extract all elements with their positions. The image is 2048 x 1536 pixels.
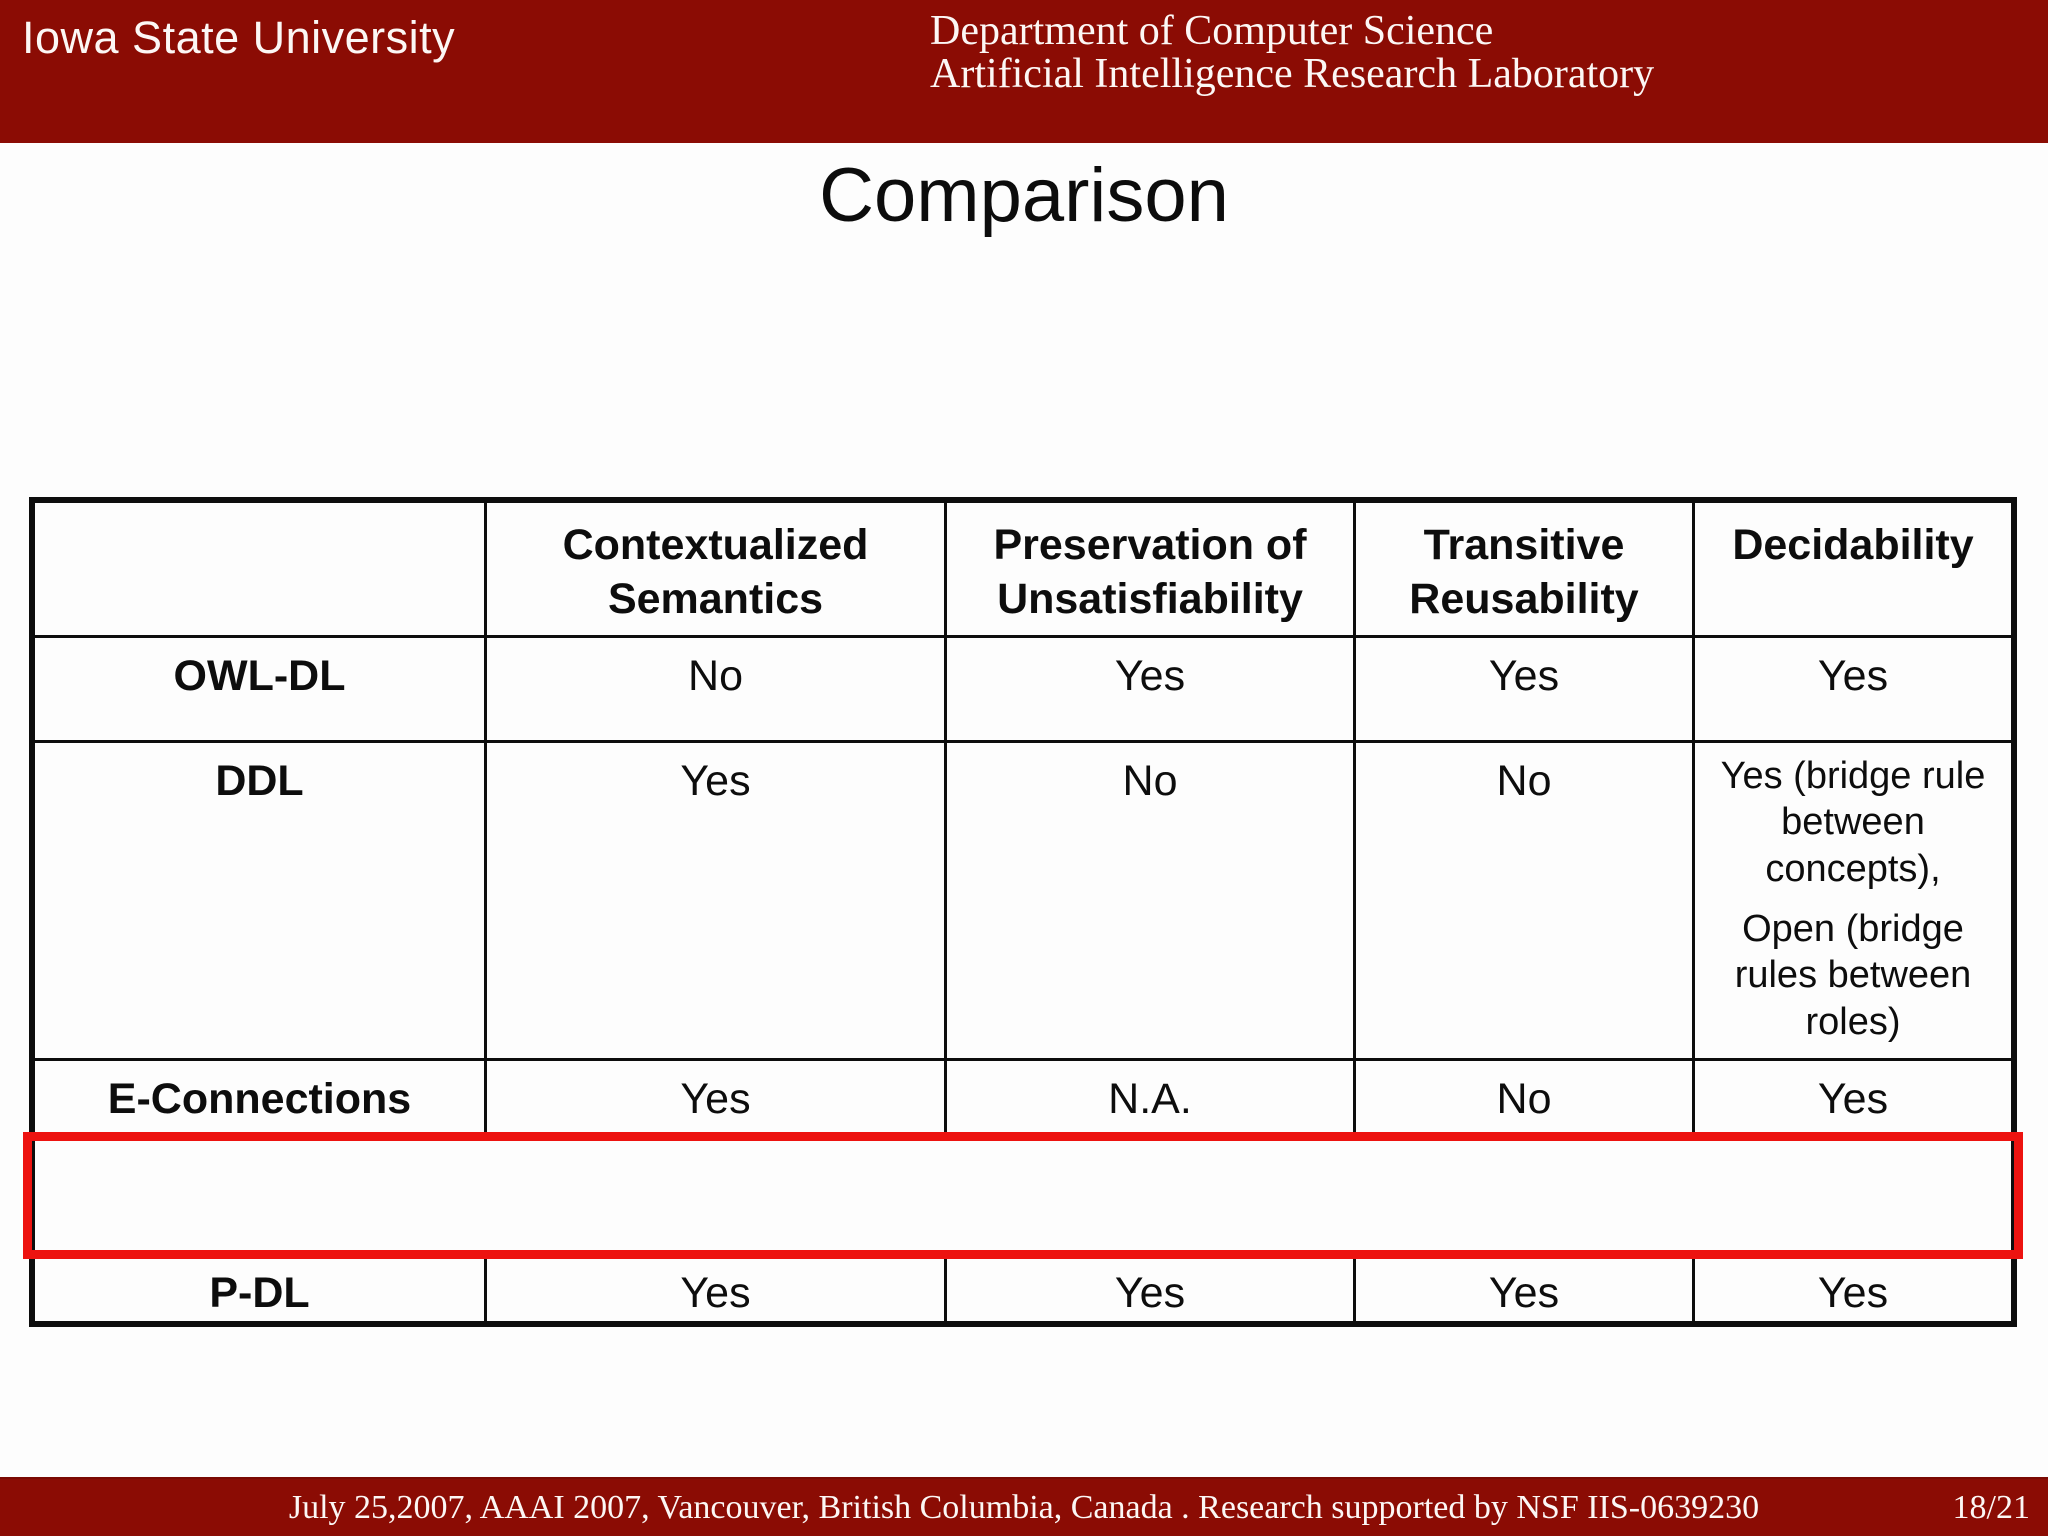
row-label-e-connections: E-Connections [35, 1061, 487, 1138]
cell-ddl-contextualized-semantics: Yes [487, 743, 947, 1061]
row-label-ddl: DDL [35, 743, 487, 1061]
slide-title: Comparison [819, 153, 1229, 238]
department-line-1: Department of Computer Science [930, 8, 1494, 54]
column-header-decidability: Decidability [1695, 503, 2011, 638]
row-label-owl-dl: OWL-DL [35, 638, 487, 743]
p-dl-row-highlight-box [23, 1132, 2023, 1259]
university-name: Iowa State University [22, 12, 456, 63]
cell-ddl-decidability-paragraph-1: Yes (bridge rule between concepts), [1720, 755, 1986, 890]
page-number: 18/21 [1952, 1489, 2030, 1526]
cell-ddl-transitive-reusability: No [1356, 743, 1695, 1061]
cell-p-dl-preservation-of-unsatisfiability: Yes [947, 1255, 1356, 1321]
cell-ddl-decidability: Yes (bridge rule between concepts), Open… [1695, 743, 2011, 1061]
cell-e-connections-decidability: Yes [1695, 1061, 2011, 1138]
cell-ddl-preservation-of-unsatisfiability: No [947, 743, 1356, 1061]
row-label-p-dl: P-DL [35, 1255, 487, 1321]
column-header-transitive-reusability: Transitive Reusability [1356, 503, 1695, 638]
cell-e-connections-contextualized-semantics: Yes [487, 1061, 947, 1138]
cell-p-dl-contextualized-semantics: Yes [487, 1255, 947, 1321]
cell-e-connections-preservation-of-unsatisfiability: N.A. [947, 1061, 1356, 1138]
footer-credit-text: July 25,2007, AAAI 2007, Vancouver, Brit… [288, 1489, 1760, 1526]
cell-owl-dl-preservation-of-unsatisfiability: Yes [947, 638, 1356, 743]
slide-footer-band: July 25,2007, AAAI 2007, Vancouver, Brit… [0, 1477, 2048, 1536]
column-header-empty [35, 503, 487, 638]
department-block: Department of Computer Science Artificia… [930, 10, 1654, 96]
cell-p-dl-transitive-reusability: Yes [1356, 1255, 1695, 1321]
column-header-preservation-of-unsatisfiability: Preservation of Unsatisfiability [947, 503, 1356, 638]
comparison-table: Contextualized Semantics Preservation of… [23, 497, 2023, 1327]
cell-p-dl-decidability: Yes [1817, 1269, 1889, 1317]
cell-owl-dl-decidability: Yes [1695, 638, 2011, 743]
cell-e-connections-transitive-reusability: No [1356, 1061, 1695, 1138]
column-header-contextualized-semantics: Contextualized Semantics [487, 503, 947, 638]
slide-header-band: Iowa State University Department of Comp… [0, 0, 2048, 143]
cell-owl-dl-contextualized-semantics: No [487, 638, 947, 743]
cell-owl-dl-transitive-reusability: Yes [1356, 638, 1695, 743]
cell-ddl-decidability-paragraph-2: Open (bridge rules between roles) [1734, 908, 1972, 1043]
department-line-2: Artificial Intelligence Research Laborat… [930, 50, 1655, 97]
